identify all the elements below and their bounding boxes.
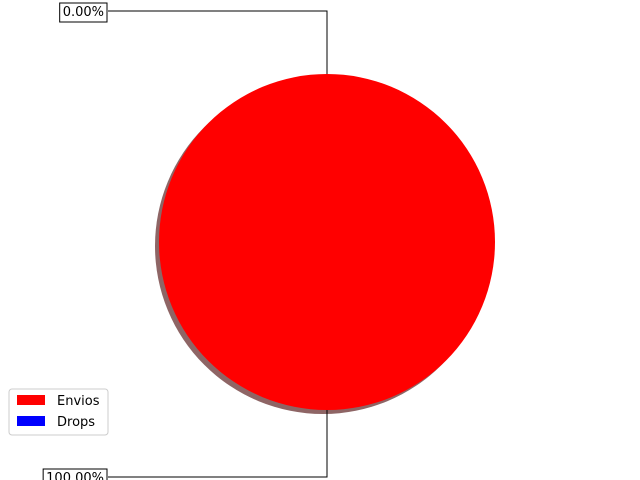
label-leader-lines [108, 10, 328, 478]
pie-slice-envios [159, 74, 495, 410]
percent-label-box-drops [59, 2, 108, 23]
legend-label-drops: Drops [57, 415, 95, 430]
percent-label-envios: 100.00% [42, 468, 108, 480]
legend-swatch-envios [17, 395, 45, 405]
legend: Envios Drops [8, 388, 109, 436]
percent-labels: 100.00% 0.00% [42, 2, 108, 480]
leader-line-drops [108, 10, 328, 74]
legend-swatch-drops [17, 416, 45, 426]
percent-label-drops: 0.00% [59, 2, 108, 23]
percent-label-text-envios: 100.00% [46, 471, 104, 480]
legend-label-envios: Envios [57, 394, 100, 409]
leader-line-envios [108, 410, 328, 478]
percent-label-box-envios [42, 468, 108, 480]
pie-slices [159, 74, 495, 410]
percent-label-text-drops: 0.00% [63, 5, 104, 20]
